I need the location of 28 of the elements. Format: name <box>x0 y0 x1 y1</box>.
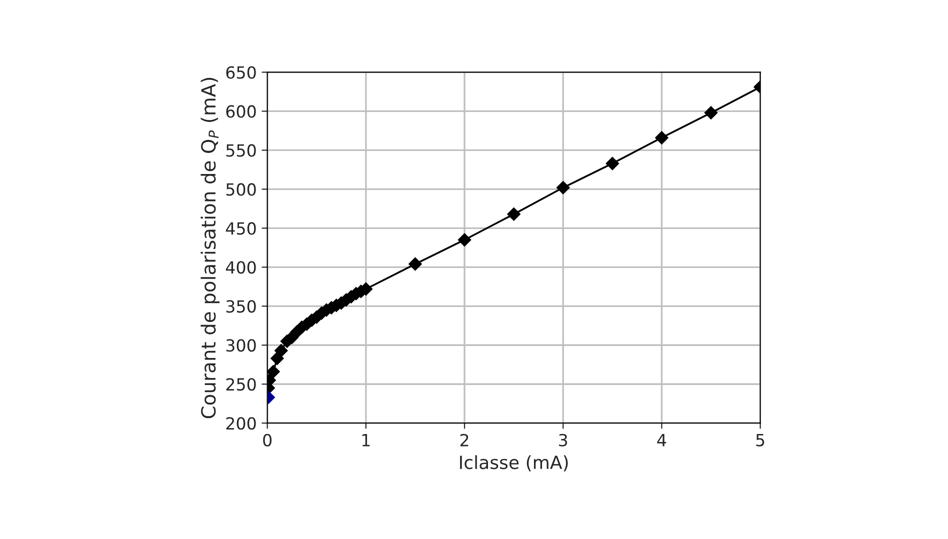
y-axis-title: Courant de polarisation de Q$_{P}$ (mA) <box>200 78 220 418</box>
x-tick-label: 5 <box>756 434 764 446</box>
point <box>704 106 718 120</box>
point <box>655 131 668 144</box>
point <box>270 352 284 365</box>
x-axis-title: Iclasse (mA) <box>460 455 568 472</box>
y-tick-label: 350 <box>226 300 256 313</box>
point <box>274 344 288 358</box>
y-tick-label: 600 <box>226 105 256 118</box>
y-tick-label: 650 <box>226 66 256 79</box>
x-tick-label: 0 <box>263 434 272 446</box>
y-tick-label: 300 <box>226 339 256 352</box>
x-tick-label: 1 <box>362 434 370 446</box>
x-tick-label: 3 <box>559 434 568 446</box>
y-tick-label: 500 <box>226 183 256 196</box>
x-tick-label: 4 <box>657 434 666 446</box>
point <box>267 365 280 378</box>
point <box>606 156 619 170</box>
y-tick-label: 200 <box>226 417 256 430</box>
y-tick-label: 550 <box>226 144 256 157</box>
point <box>458 233 472 246</box>
point <box>556 181 570 194</box>
point <box>408 257 422 271</box>
y-tick-label: 450 <box>226 222 256 235</box>
y-tick-label: 400 <box>226 261 256 274</box>
y-tick-label: 250 <box>226 378 256 391</box>
point <box>507 208 520 221</box>
x-tick-label: 2 <box>460 434 468 446</box>
